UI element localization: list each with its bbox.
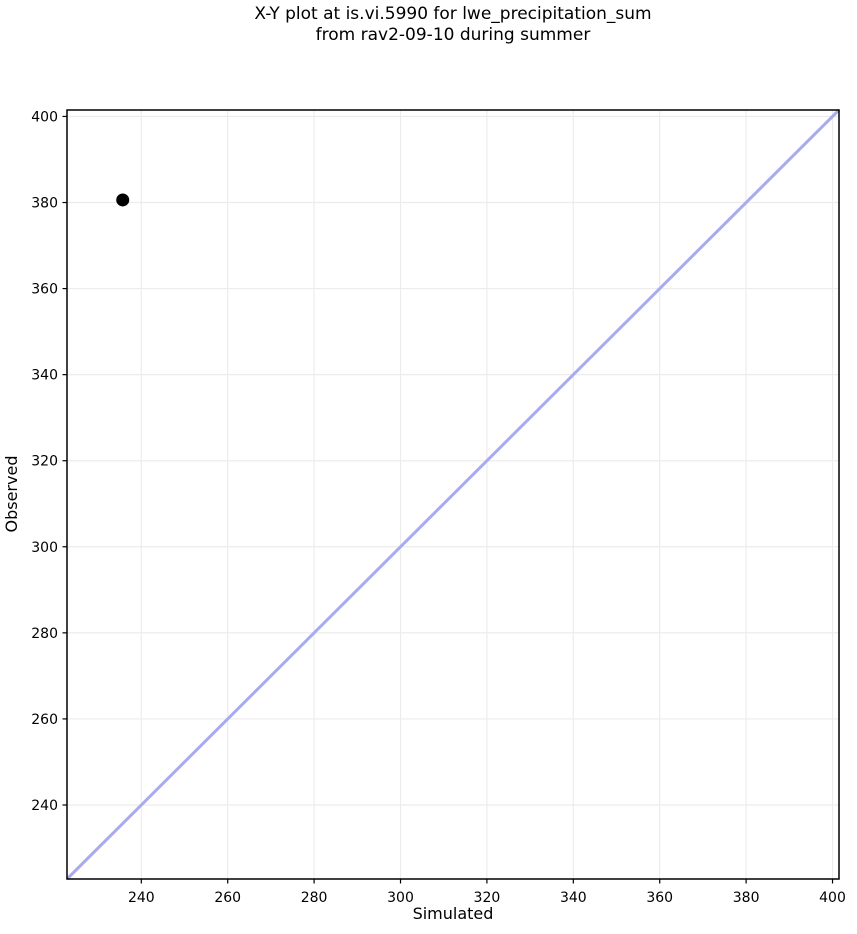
y-tick-label: 320	[31, 454, 58, 470]
y-tick-label: 300	[31, 540, 58, 556]
plot-border	[66, 109, 840, 880]
x-tick-label: 300	[387, 890, 414, 906]
x-tick-label: 240	[128, 890, 155, 906]
x-tick-label: 400	[819, 890, 846, 906]
y-tick-label: 240	[31, 798, 58, 814]
x-tick-label: 320	[474, 890, 501, 906]
chart-title-line2: from rav2-09-10 during summer	[315, 25, 591, 45]
identity-line	[65, 108, 841, 881]
y-tick-label: 260	[31, 712, 58, 728]
x-tick-label: 380	[733, 890, 760, 906]
chart-title: X-Y plot at is.vi.5990 for lwe_precipita…	[67, 4, 839, 46]
y-tick-label: 380	[31, 196, 58, 212]
y-tick-label: 280	[31, 626, 58, 642]
y-tick-label: 400	[31, 109, 58, 125]
x-tick-label: 280	[301, 890, 328, 906]
y-tick-label: 340	[31, 368, 58, 384]
y-tick-label: 360	[31, 282, 58, 298]
x-axis-label: Simulated	[412, 904, 494, 923]
y-axis-label: Observed	[2, 455, 21, 533]
x-tick-label: 360	[646, 890, 673, 906]
x-tick-label: 340	[560, 890, 587, 906]
data-point	[116, 193, 130, 207]
chart-title-line1: X-Y plot at is.vi.5990 for lwe_precipita…	[254, 4, 652, 24]
x-tick-label: 260	[214, 890, 241, 906]
